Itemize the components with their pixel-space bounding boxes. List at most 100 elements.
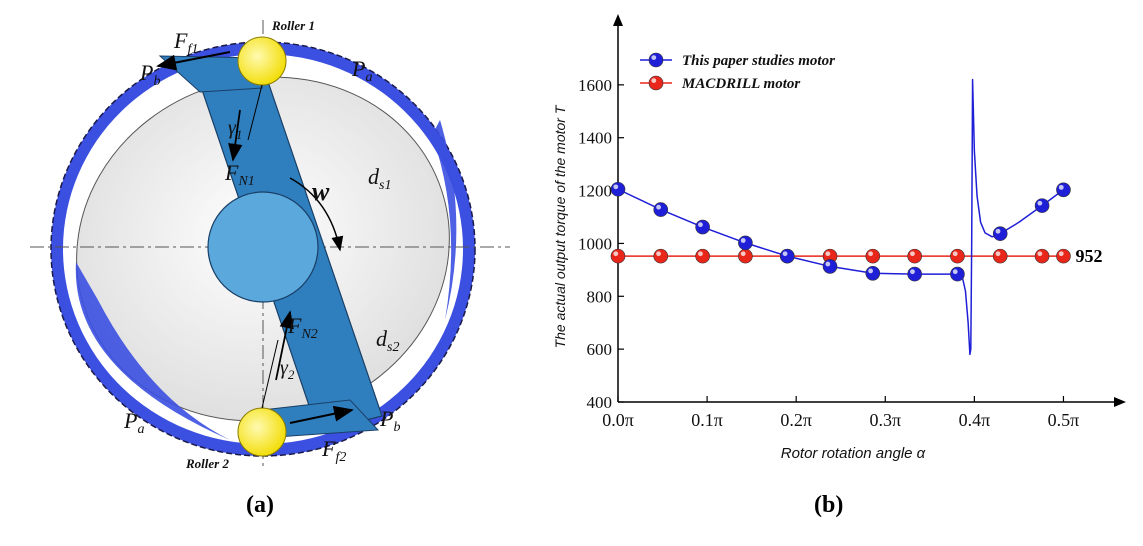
pa-top-label: Pa <box>351 56 372 85</box>
legend-label: MACDRILL motor <box>681 76 800 92</box>
this-paper-point <box>738 235 753 251</box>
macdrill-point <box>950 248 965 264</box>
legend-marker-highlight <box>651 55 657 60</box>
left-crescent <box>75 262 230 440</box>
y-axis-arrow <box>613 14 623 26</box>
macdrill-point <box>907 248 922 264</box>
right-crescent <box>432 120 457 320</box>
this-paper-point <box>907 266 922 282</box>
this-paper-point <box>1056 182 1071 198</box>
macdrill-point-highlight <box>740 251 746 257</box>
x-tick-label: 0.1π <box>691 410 723 430</box>
macdrill-point-highlight <box>1058 251 1064 257</box>
pb-top-label: Pb <box>139 60 160 89</box>
this-paper-point <box>992 226 1008 241</box>
gamma1-line <box>247 84 263 141</box>
w-rotation-arrow <box>289 177 344 252</box>
this-paper-point-highlight <box>868 268 873 274</box>
x-tick-label: 0.0π <box>602 410 634 430</box>
macdrill-point-highlight <box>910 251 915 257</box>
this-paper-point-highlight <box>656 204 661 210</box>
this-paper-point <box>695 219 710 235</box>
chart-axes: 400 600 800 1000 1200 1400 1600 0.0π 0.1π 0.2π 0.3… <box>578 14 1126 430</box>
macdrill-point <box>695 248 710 264</box>
macdrill-point <box>653 248 669 264</box>
ff1-label: Ff1 <box>173 28 198 57</box>
macdrill-point-highlight <box>656 251 661 257</box>
fn2-label: FN2 <box>287 313 318 342</box>
this-paper-point-highlight <box>1037 200 1043 206</box>
macdrill-point <box>610 248 626 264</box>
macdrill-point-highlight <box>995 251 1001 257</box>
legend-marker <box>648 75 664 91</box>
macdrill-point <box>865 248 881 264</box>
motor-diagram: Roller 1 Roller 2 Ff1 Ff2 FN1 FN2 γ1 γ2 … <box>30 18 510 471</box>
this-paper-point <box>950 266 965 282</box>
roller2-label: Roller 2 <box>185 456 229 471</box>
y-axis-label: The actual output torque of the motor T <box>552 104 568 348</box>
ff2-arrow <box>289 405 354 424</box>
w-label: w <box>312 177 330 206</box>
this-paper-point <box>610 181 626 197</box>
this-paper-point <box>1034 198 1050 213</box>
macdrill-point <box>1056 248 1071 264</box>
pa-bottom-label: Pa <box>123 408 144 437</box>
x-tick-label: 0.4π <box>959 410 991 430</box>
y-tick-label: 1600 <box>578 76 612 95</box>
this-paper-point-highlight <box>698 222 703 228</box>
y-tick-label: 1200 <box>578 182 612 201</box>
macdrill-point <box>1034 248 1050 264</box>
this-paper-point-highlight <box>740 238 746 243</box>
legend-marker-highlight <box>651 78 657 83</box>
ff1-arrow <box>156 51 231 71</box>
legend-label: This paper studies motor <box>682 53 835 69</box>
this-paper-point-highlight <box>995 228 1001 234</box>
gamma1-label: γ1 <box>228 117 242 142</box>
this-paper-point <box>865 265 881 281</box>
fn1-label: FN1 <box>224 160 255 189</box>
macdrill-point-highlight <box>698 251 703 257</box>
caption-a: (a) <box>246 492 274 518</box>
this-paper-point-highlight <box>782 251 788 257</box>
macdrill-point <box>992 248 1008 264</box>
macdrill-point <box>738 248 753 264</box>
roller1-label: Roller 1 <box>271 18 315 33</box>
this-paper-point-highlight <box>1058 184 1064 190</box>
chart-legend: This paper studies motor MACDRILL motor <box>640 52 835 92</box>
ff2-label: Ff2 <box>321 436 346 465</box>
this-paper-point <box>822 259 838 274</box>
y-tick-label: 1000 <box>578 234 612 253</box>
ds2-label: ds2 <box>376 326 399 355</box>
y-tick-label: 800 <box>587 287 613 306</box>
gamma2-line <box>261 339 279 409</box>
x-tick-label: 0.3π <box>869 410 901 430</box>
fn1-arrow <box>228 109 243 162</box>
gamma2-label: γ2 <box>280 357 295 382</box>
fn2-arrow <box>275 310 294 381</box>
ds1-label: ds1 <box>368 164 391 193</box>
macdrill-point-highlight <box>952 251 958 257</box>
this-paper-point <box>653 202 669 217</box>
y-tick-label: 1400 <box>578 129 612 148</box>
value-annotation-952: 952 <box>1075 246 1102 266</box>
vane-upper-tip <box>158 55 263 93</box>
x-axis-label: Rotor rotation angle α <box>781 445 926 462</box>
macdrill-point-highlight <box>825 251 831 257</box>
caption-b: (b) <box>814 492 844 518</box>
this-paper-point <box>779 248 795 264</box>
macdrill-point-highlight <box>613 251 619 257</box>
series-this-paper-line <box>617 78 1064 356</box>
y-tick-label: 600 <box>587 340 613 359</box>
this-paper-point-highlight <box>952 269 958 275</box>
chart-series <box>610 78 1071 356</box>
this-paper-point-highlight <box>910 269 915 275</box>
this-paper-point-highlight <box>825 261 831 267</box>
macdrill-point-highlight <box>868 251 873 257</box>
legend-marker <box>648 52 664 68</box>
pb-bottom-label: Pb <box>379 406 400 435</box>
x-axis-arrow <box>1114 397 1126 407</box>
y-tick-label: 400 <box>587 393 613 412</box>
rotor-hub <box>207 191 319 303</box>
macdrill-point-highlight <box>1037 251 1043 257</box>
